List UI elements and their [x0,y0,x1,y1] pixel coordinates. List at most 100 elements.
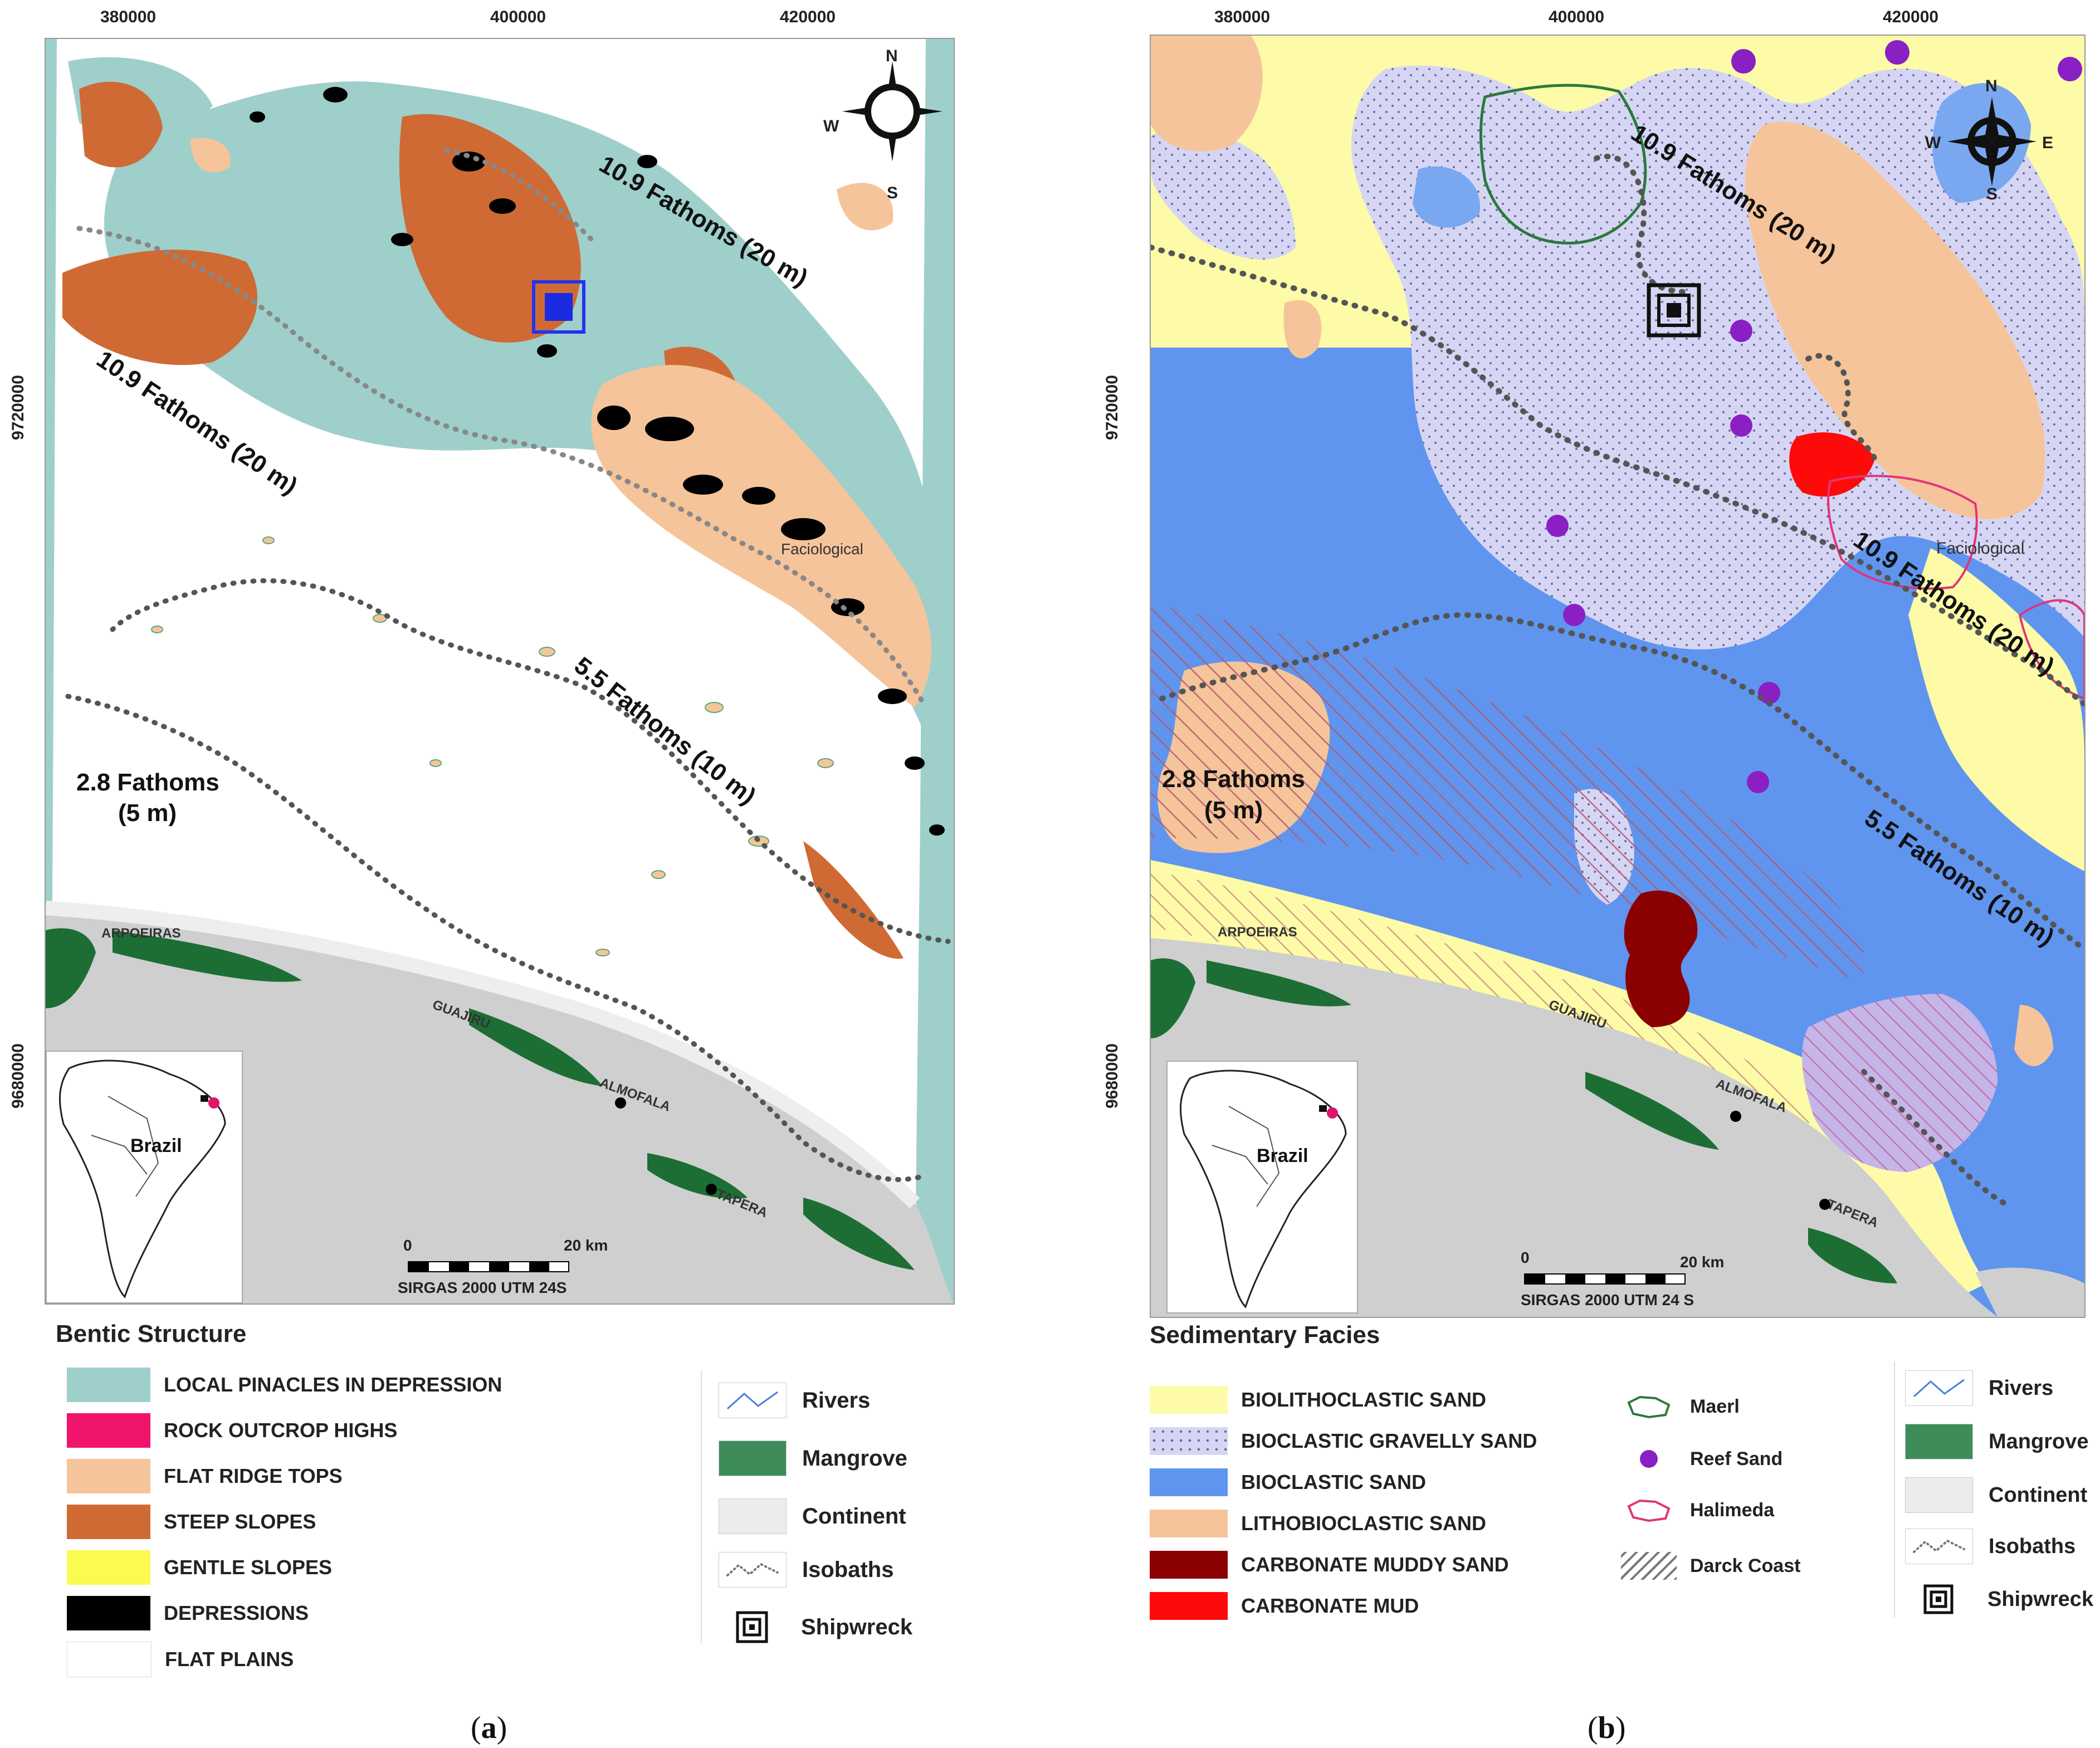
place-arpoeiras: ARPOEIRAS [1218,925,1297,940]
legend-item: GENTLE SLOPES [67,1550,332,1585]
legend-continent: Continent [1905,1477,2087,1513]
inset-label-brazil: Brazil [1257,1145,1308,1166]
legend-label: CARBONATE MUD [1241,1594,1419,1617]
legend-label: ROCK OUTCROP HIGHS [164,1419,398,1442]
legend-swatch [67,1596,150,1630]
legend-item: FLAT RIDGE TOPS [67,1459,343,1493]
scale-zero: 0 [403,1237,412,1254]
legend-swatch [1150,1468,1228,1496]
x-tick: 420000 [1883,8,1939,26]
shipwreck-icon [1905,1582,1972,1617]
isobath-label-5m-depth: (5 m) [1204,797,1263,824]
town-marker [1819,1199,1830,1210]
legend-mangrove: Mangrove [719,1441,907,1476]
legend-item: CARBONATE MUDDY SAND [1150,1551,1509,1579]
legend-reef-sand: Reef Sand [1621,1445,1782,1473]
mangrove-swatch [1905,1424,1973,1459]
y-tick: 9720000 [9,375,27,440]
legend-rivers: Rivers [1905,1370,2053,1406]
legend-swatch [67,1505,150,1539]
scale-bar [1524,1273,1686,1285]
legend-swatch [1150,1592,1228,1620]
side-legend-b [1894,1361,1896,1618]
legend-swatch [1150,1551,1228,1579]
isobath-label-5m: 2.8 Fathoms [1162,765,1305,793]
x-tick: 420000 [780,8,836,26]
legend-isobaths: Isobaths [1905,1529,2075,1564]
y-tick: 9680000 [1103,1043,1121,1109]
compass-w: W [1925,134,1941,152]
isobath-icon [719,1552,787,1588]
legend-maerl: Maerl [1621,1393,1740,1420]
legend-shipwreck: Shipwreck [719,1610,912,1644]
legend-label: FLAT PLAINS [165,1648,294,1671]
legend-label: LOCAL PINACLES IN DEPRESSION [164,1373,502,1396]
legend-item: ROCK OUTCROP HIGHS [67,1413,397,1448]
legend-swatch [67,1368,150,1402]
x-tick: 400000 [1549,8,1605,26]
legend-swatch [67,1413,150,1448]
faciological-label: Faciological [1936,539,2025,558]
isobath-label-5m: 2.8 Fathoms [76,769,219,796]
legend-item: STEEP SLOPES [67,1505,316,1539]
legend-title: Sedimentary Facies [1150,1321,1380,1349]
caption-b: (b) [1588,1711,1626,1745]
rivers-icon [719,1383,787,1418]
bentic-map-graphics [46,39,954,1303]
y-tick: 9720000 [1103,375,1121,440]
compass-rose-icon [1947,97,2036,186]
legend-item: BIOLITHOCLASTIC SAND [1150,1386,1486,1414]
legend-label: FLAT RIDGE TOPS [164,1464,343,1487]
compass-rose-icon [842,61,942,162]
isobath-icon [1905,1529,1973,1564]
scale-crs: SIRGAS 2000 UTM 24S [398,1279,567,1296]
legend-label: GENTLE SLOPES [164,1556,333,1579]
x-tick: 380000 [1214,8,1271,26]
legend-swatch [67,1550,150,1585]
compass-n: N [1985,77,1998,95]
x-tick: 400000 [490,8,546,26]
legend-halimeda: Halimeda [1621,1496,1774,1524]
shipwreck-icon [719,1610,785,1644]
continent-swatch [1905,1477,1973,1513]
scale-end: 20 km [1680,1253,1725,1271]
legend-item: BIOCLASTIC SAND [1150,1468,1426,1496]
legend-item: CARBONATE MUD [1150,1592,1419,1620]
legend-isobaths: Isobaths [719,1552,893,1588]
south-america-inset: Brazil [1166,1061,1358,1314]
south-america-inset: Brazil [46,1051,243,1303]
legend-label: BIOLITHOCLASTIC SAND [1241,1388,1486,1411]
legend-swatch [67,1459,150,1493]
legend-mangrove: Mangrove [1905,1424,2088,1459]
legend-continent: Continent [719,1498,906,1534]
compass-w: W [823,117,839,135]
legend-item: FLAT PLAINS [67,1642,294,1677]
maerl-icon [1621,1393,1677,1420]
legend-swatch [1150,1386,1228,1414]
halimeda-icon [1621,1496,1677,1524]
compass-e: E [2042,134,2054,152]
compass-s: S [887,184,898,202]
scale-end: 20 km [564,1237,608,1254]
rivers-icon [1905,1370,1973,1406]
y-tick: 9680000 [9,1043,27,1109]
inset-label-brazil: Brazil [130,1135,182,1156]
legend-item: LITHOBIOCLASTIC SAND [1150,1510,1486,1537]
town-marker [1730,1111,1741,1122]
bentic-structure-map: 10.9 Fathoms (20 m) 10.9 Fathoms (20 m) … [45,38,955,1305]
legend-swatch [67,1642,152,1677]
continent-swatch [719,1498,787,1534]
legend-label: BIOCLASTIC SAND [1241,1471,1426,1493]
legend-item: LOCAL PINACLES IN DEPRESSION [67,1368,502,1402]
legend-label: STEEP SLOPES [164,1510,316,1533]
legend-rivers: Rivers [719,1383,870,1418]
legend-item: BIOCLASTIC GRAVELLY SAND [1150,1427,1537,1455]
legend-item: DEPRESSIONS [67,1596,309,1630]
faciological-label: Faciological [781,540,863,558]
caption-a: (a) [471,1711,507,1745]
compass-n: N [886,47,898,65]
town-marker [615,1097,626,1109]
legend-darck-coast: Darck Coast [1621,1552,1800,1580]
sedimentary-facies-map: 10.9 Fathoms (20 m) 10.9 Fathoms (20 m) … [1150,35,2086,1318]
scale-bar [408,1261,569,1272]
